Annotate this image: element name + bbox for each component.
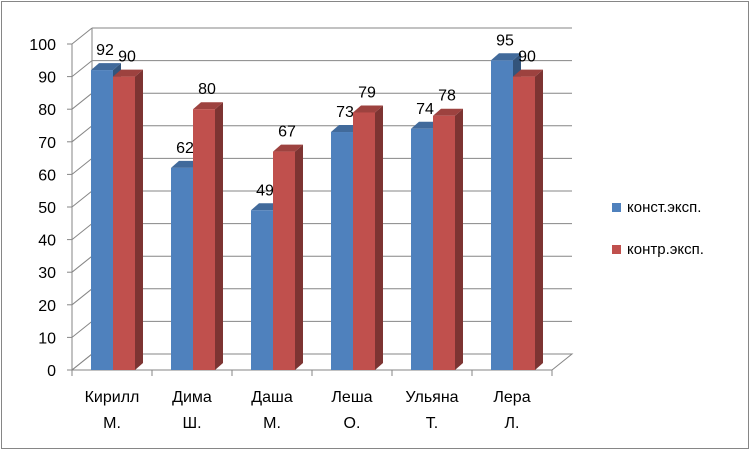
bar-s1 — [331, 132, 353, 370]
bar-s1 — [411, 128, 433, 370]
bar-s2 — [353, 112, 375, 371]
y-tick-label: 80 — [38, 102, 56, 119]
y-tick-label: 100 — [29, 37, 56, 54]
bar-s2 — [273, 151, 295, 370]
y-tick-label: 30 — [38, 265, 56, 282]
bar-s2 — [193, 109, 215, 370]
bar-top-s2 — [433, 108, 463, 116]
bar-top-s2 — [353, 105, 383, 113]
gridline-side — [71, 288, 93, 306]
bar-side-s2 — [135, 69, 143, 370]
bar-top-s2 — [513, 69, 543, 77]
bar-top-s2 — [113, 69, 143, 77]
legend-item-series-1: конст.эксп. — [612, 197, 704, 217]
x-tick-label: Кирилл М. — [85, 389, 140, 432]
gridline-side — [71, 125, 93, 143]
bar-side-s2 — [215, 102, 223, 370]
data-label: 74 — [416, 101, 434, 118]
data-label: 79 — [358, 84, 376, 101]
y-tick-label: 60 — [38, 167, 56, 184]
bar-side-s2 — [375, 105, 383, 371]
data-label: 67 — [278, 124, 296, 141]
data-label: 80 — [198, 81, 216, 98]
data-label: 62 — [176, 140, 194, 157]
legend-label-series-2: контр.эксп. — [627, 240, 704, 258]
y-tick-label: 90 — [38, 70, 56, 87]
bar-top-s1 — [491, 53, 521, 61]
data-label: 49 — [256, 182, 274, 199]
bar-s1 — [251, 210, 273, 370]
x-tick-label: Леша О. — [331, 389, 372, 432]
bar-top-s1 — [91, 63, 121, 71]
gridline-side — [71, 27, 93, 45]
gridline-side — [71, 92, 93, 110]
legend-item-series-2: контр.эксп. — [612, 239, 704, 259]
x-tick-label: Ульяна Т. — [405, 389, 458, 432]
legend-swatch-series-2 — [612, 244, 621, 254]
y-tick-label: 50 — [38, 200, 56, 217]
bar-top-s2 — [273, 144, 303, 152]
gridline-side — [71, 255, 93, 273]
bar-s2 — [113, 76, 135, 370]
bar-s1 — [91, 70, 113, 370]
bar-s2 — [433, 115, 455, 370]
legend: конст.эксп. контр.эксп. — [612, 197, 704, 281]
legend-label-series-1: конст.эксп. — [627, 198, 702, 216]
data-label: 92 — [96, 42, 114, 59]
bar-s1 — [491, 60, 513, 371]
x-tick-label: Дима Ш. — [172, 389, 212, 432]
y-tick-label: 70 — [38, 135, 56, 152]
y-tick-label: 10 — [38, 330, 56, 347]
y-tick-label: 40 — [38, 233, 56, 250]
gridline-side — [71, 60, 93, 77]
x-tick-label: Даша М. — [251, 389, 293, 432]
bar-top-s2 — [193, 102, 223, 110]
gridline-side — [71, 321, 93, 338]
data-label: 78 — [438, 88, 456, 105]
x-tick-label: Лера Л. — [493, 389, 530, 432]
bar-s1 — [171, 167, 193, 370]
y-tick-label: 20 — [38, 298, 56, 315]
bar-s2 — [513, 76, 535, 370]
y-tick-label: 0 — [47, 363, 56, 380]
gridline-side — [71, 223, 93, 240]
legend-swatch-series-1 — [612, 202, 621, 212]
data-label: 95 — [496, 32, 514, 49]
bar-side-s2 — [455, 108, 463, 370]
gridline-side — [71, 158, 93, 175]
bar-side-s2 — [295, 144, 303, 370]
bar-side-s2 — [535, 69, 543, 370]
gridline-side — [71, 190, 93, 208]
data-label: 90 — [118, 49, 136, 66]
data-label: 90 — [518, 49, 536, 66]
data-label: 73 — [336, 104, 354, 121]
